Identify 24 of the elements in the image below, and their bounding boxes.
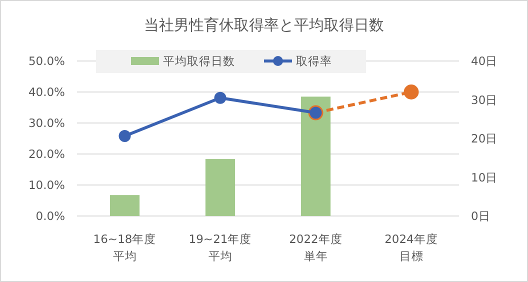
y-tick-label: 30.0% xyxy=(28,116,66,130)
y-tick-label: 10.0% xyxy=(28,178,66,192)
x-tick-label: 2024年度目標 xyxy=(384,232,438,263)
x-tick-label: 2022年度単年 xyxy=(289,232,342,263)
y2-tick-label: 10日 xyxy=(471,170,498,184)
point xyxy=(118,130,131,142)
legend-label: 取得率 xyxy=(296,54,332,68)
point xyxy=(214,92,226,104)
y2-tick-label: 40日 xyxy=(471,54,498,68)
y-tick-label: 0.0% xyxy=(36,209,66,223)
bar xyxy=(110,195,140,216)
y2-tick-label: 20日 xyxy=(471,132,498,146)
y-tick-label: 40.0% xyxy=(28,85,66,99)
point xyxy=(404,84,419,100)
y2-tick-label: 30日 xyxy=(471,92,498,107)
bar xyxy=(205,159,236,216)
y-tick-label: 20.0% xyxy=(28,147,66,161)
y2-tick-label: 0日 xyxy=(471,209,490,223)
x-tick-label: 19~21年度平均 xyxy=(188,232,252,263)
x-tick-label: 16~18年度平均 xyxy=(93,232,156,263)
legend-label: 平均取得日数 xyxy=(163,54,235,68)
y-tick-label: 50.0% xyxy=(28,54,66,68)
chart-title: 当社男性育休取得率と平均取得日数 xyxy=(144,16,384,34)
bar xyxy=(300,96,331,216)
